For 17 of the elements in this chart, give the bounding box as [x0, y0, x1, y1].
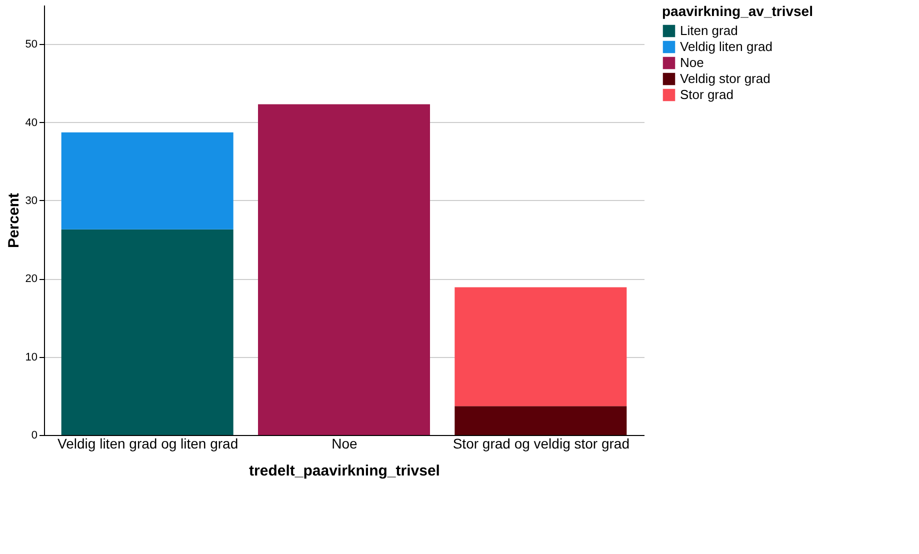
- y-tick-label: 50: [25, 38, 38, 51]
- y-tick-label: 40: [25, 116, 38, 129]
- y-tick-label: 30: [25, 194, 38, 207]
- legend-label: Noe: [680, 55, 704, 70]
- legend-label: Liten grad: [680, 23, 738, 38]
- legend-label: Veldig stor grad: [680, 71, 770, 86]
- x-tick-label: Stor grad og veldig stor grad: [452, 436, 630, 452]
- x-tick-label: Noe: [332, 436, 358, 452]
- x-axis-title: tredelt_paavirkning_trivsel: [249, 462, 440, 480]
- legend-label: Stor grad: [680, 87, 734, 102]
- y-tick-label: 20: [25, 273, 38, 286]
- legend-title: paavirkning_av_trivsel: [662, 3, 813, 19]
- y-tick-label: 10: [25, 351, 38, 364]
- x-tick-label: Veldig liten grad og liten grad: [58, 436, 238, 452]
- legend-label: Veldig liten grad: [680, 39, 773, 54]
- y-axis-title: Percent: [5, 192, 22, 248]
- y-tick-label: 0: [31, 430, 38, 442]
